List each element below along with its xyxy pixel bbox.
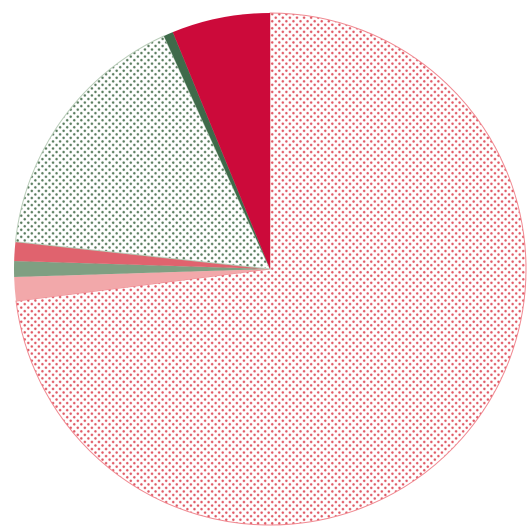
pie-slice-7 (172, 13, 270, 269)
pie-slice-1 (15, 12, 527, 526)
pie-slice-2 (14, 269, 270, 302)
pie-slice-3 (14, 260, 270, 278)
pie-slice-6 (163, 32, 270, 270)
pie-slice-5 (14, 35, 271, 270)
pie-slices (14, 12, 527, 526)
